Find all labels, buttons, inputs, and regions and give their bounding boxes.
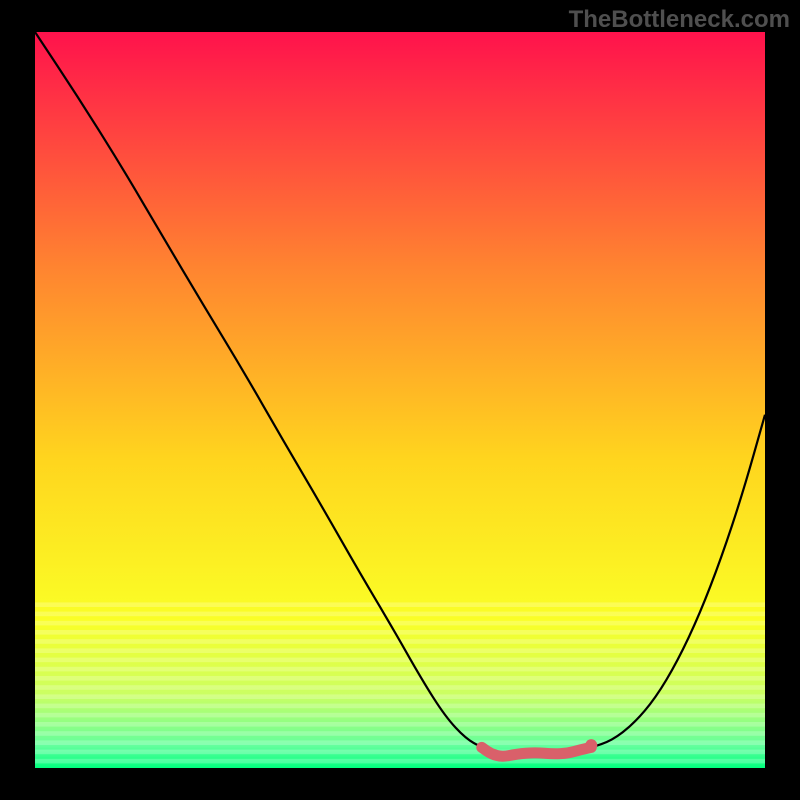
- stripe-band: [35, 759, 765, 764]
- stripe-band: [35, 750, 765, 755]
- stripe-band: [35, 648, 765, 653]
- connector-end-dot: [585, 739, 597, 751]
- chart-frame: TheBottleneck.com: [0, 0, 800, 800]
- stripe-band: [35, 704, 765, 709]
- stripe-band: [35, 685, 765, 690]
- stripe-band: [35, 602, 765, 607]
- stripe-band: [35, 676, 765, 681]
- bottleneck-curve-chart: [35, 32, 765, 768]
- stripe-band: [35, 713, 765, 718]
- watermark-text: TheBottleneck.com: [569, 6, 790, 34]
- stripe-band: [35, 658, 765, 663]
- stripe-band: [35, 621, 765, 626]
- stripe-band: [35, 612, 765, 617]
- stripe-band: [35, 630, 765, 635]
- stripe-band: [35, 731, 765, 736]
- stripe-band: [35, 667, 765, 672]
- stripe-band: [35, 740, 765, 745]
- stripe-band: [35, 722, 765, 727]
